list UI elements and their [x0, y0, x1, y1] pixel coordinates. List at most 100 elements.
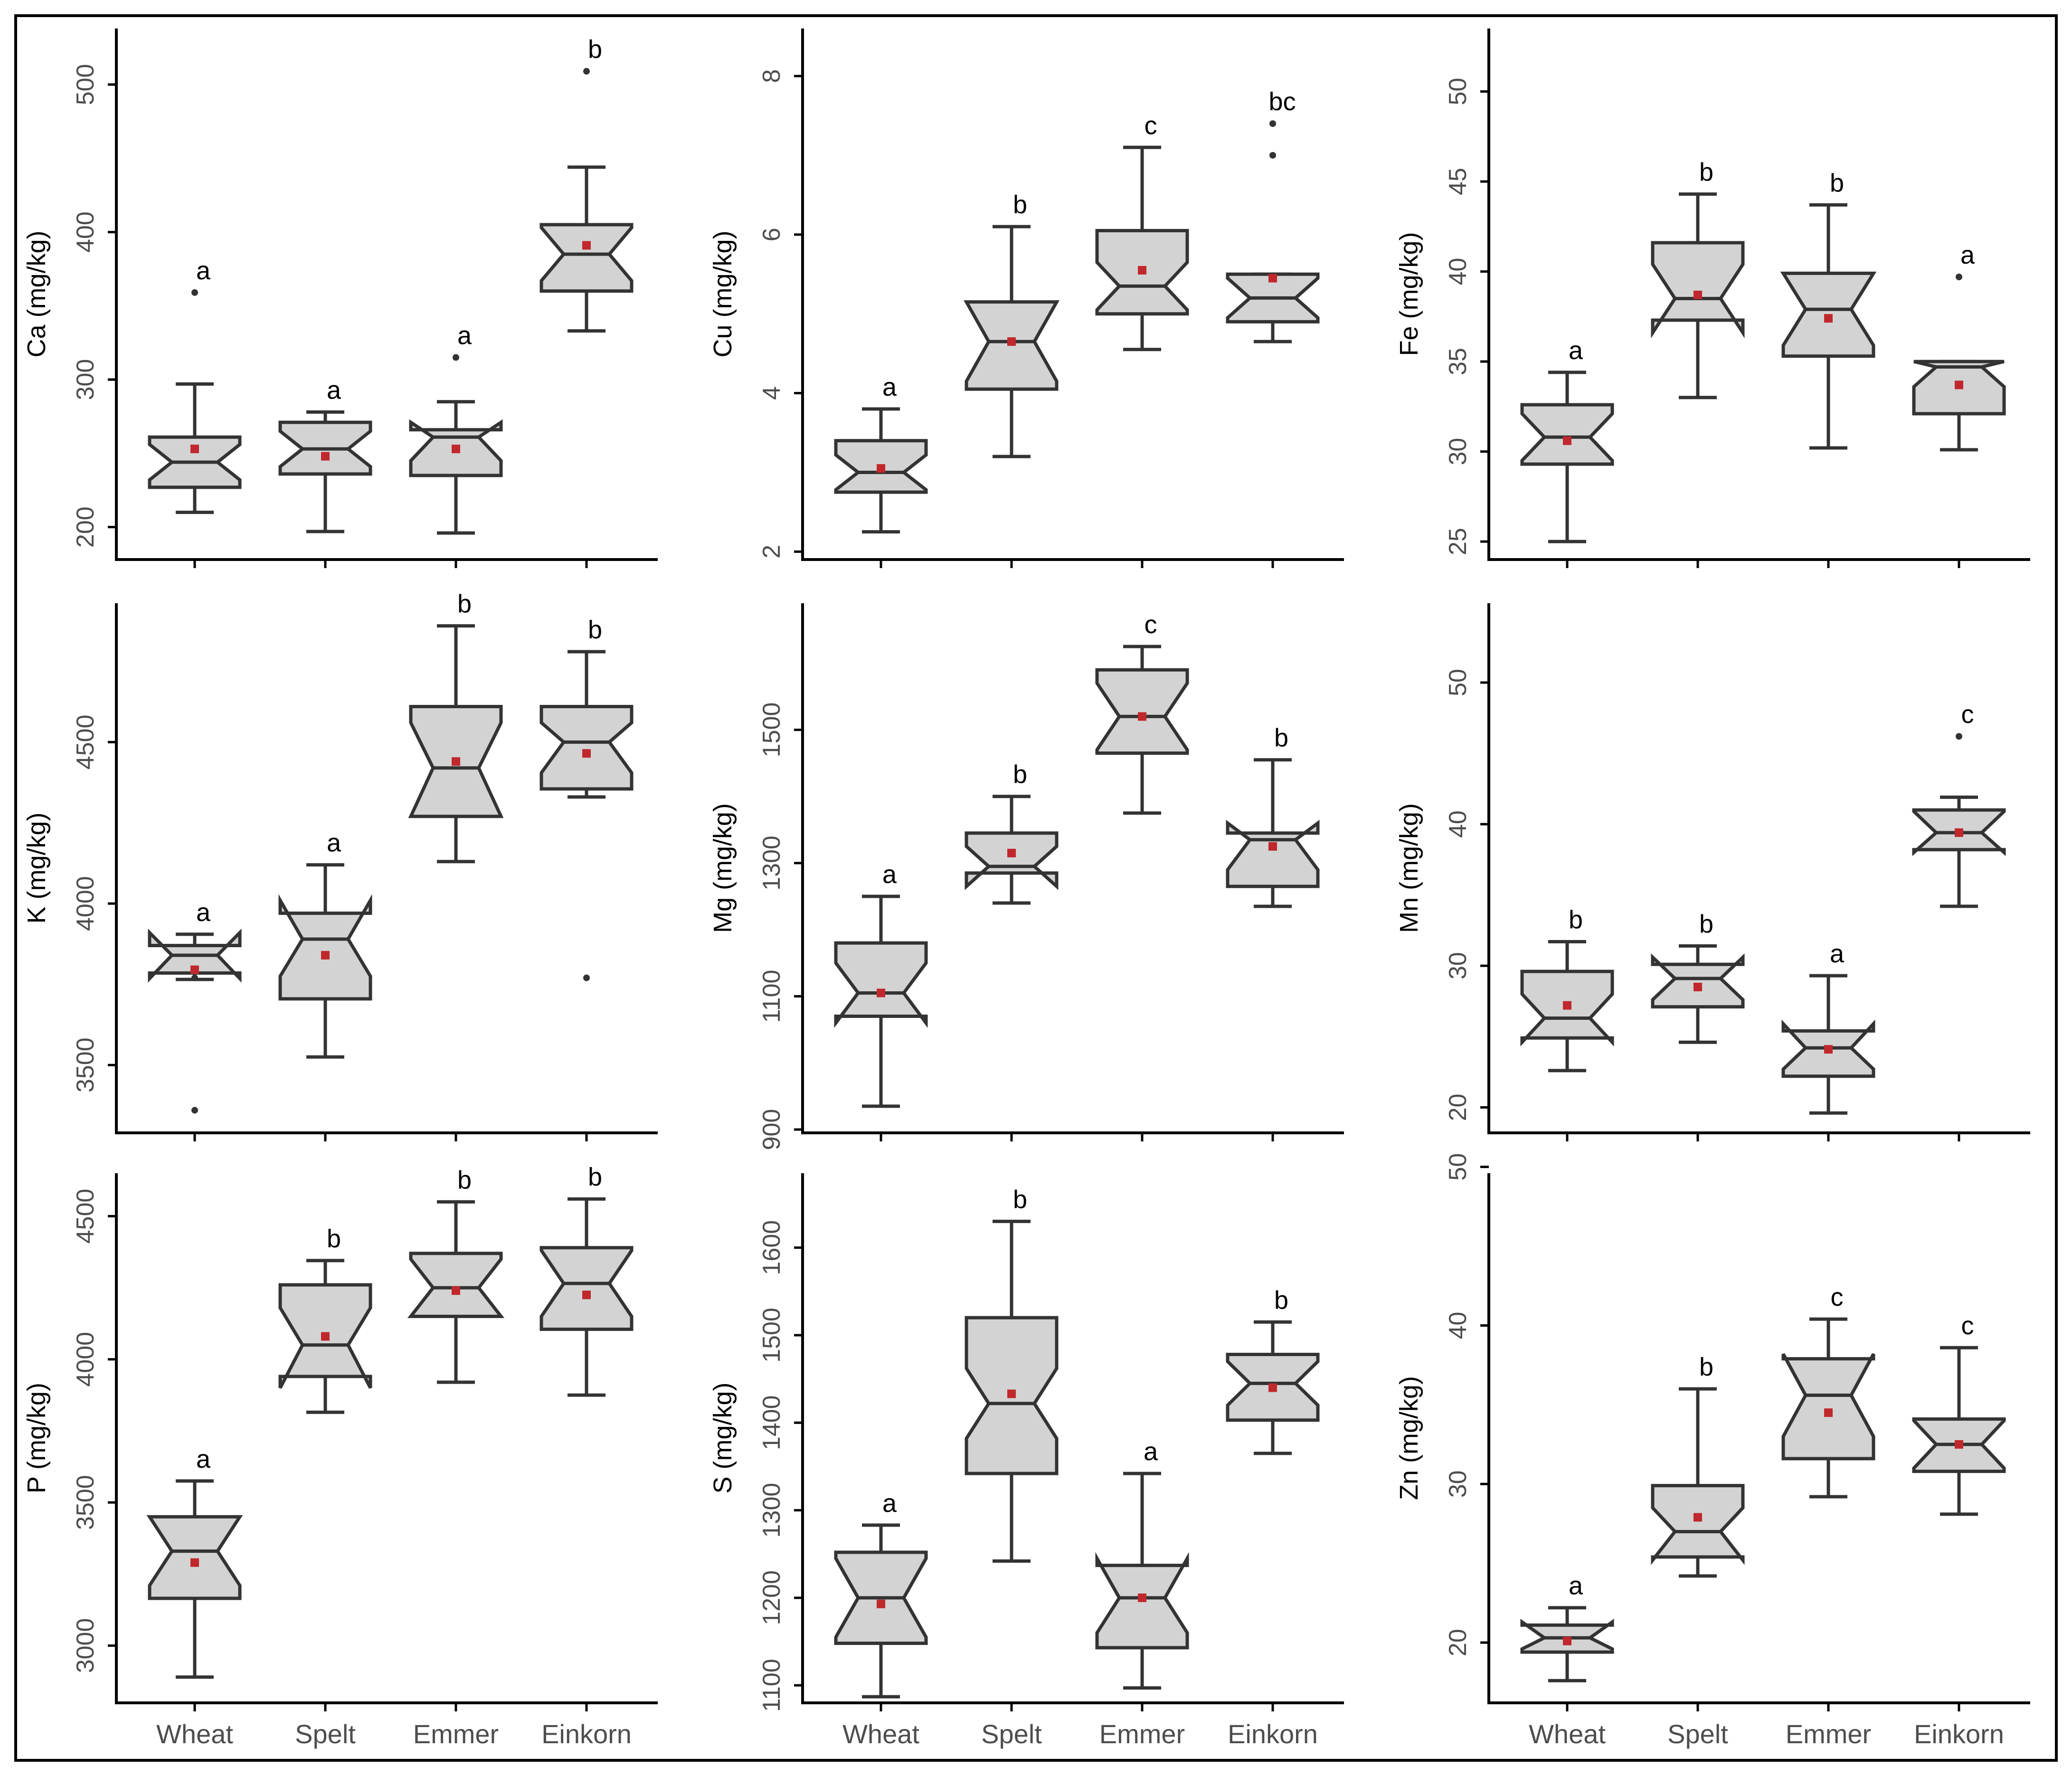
- mean-marker: [321, 452, 330, 461]
- significance-letter: b: [1013, 190, 1027, 219]
- box-body: [541, 225, 632, 291]
- significance-letter: b: [1699, 1353, 1713, 1381]
- significance-letter: b: [588, 616, 602, 644]
- y-tick-label: 30: [1444, 952, 1472, 979]
- y-tick-label: 4500: [72, 715, 99, 770]
- significance-letter: a: [327, 829, 341, 857]
- mean-marker: [1824, 1045, 1833, 1054]
- x-tick-label: Wheat: [1529, 1719, 1606, 1749]
- box-body: [1653, 243, 1743, 332]
- y-tick-label: 30: [1444, 438, 1472, 465]
- panel-mg: 900110013001500Mg (mg/kg) abcb: [709, 603, 1344, 1150]
- box-wheat: a: [1522, 1572, 1612, 1681]
- outlier-point: [1956, 274, 1962, 280]
- box-einkorn: b: [1228, 1286, 1318, 1453]
- significance-letter: b: [1013, 1185, 1027, 1214]
- significance-letter: b: [1274, 724, 1288, 752]
- panel-p: 3000 3500 4000 4500 P (mg/kg) Wheat Spelt Emmer…: [22, 1163, 658, 1749]
- x-tick-label: Emmer: [1099, 1719, 1185, 1749]
- significance-letter: b: [1699, 158, 1713, 187]
- significance-letter: a: [1569, 1572, 1583, 1600]
- significance-letter: bc: [1268, 87, 1296, 116]
- box-body: [411, 1254, 501, 1317]
- significance-letter: a: [882, 373, 897, 401]
- x-tick-label: Spelt: [295, 1719, 356, 1749]
- y-tick-label: 1300: [758, 1483, 785, 1538]
- panel-s: 1100 1200 1300 1400 1500 1600 S (mg/kg) Wheat Sp…: [709, 1173, 1344, 1749]
- y-tick-label: 4500: [72, 1189, 99, 1244]
- mean-marker: [1007, 1389, 1016, 1398]
- x-tick-label: Emmer: [1786, 1719, 1871, 1749]
- y-axis-label: Cu (mg/kg): [709, 230, 737, 357]
- significance-letter: c: [1961, 700, 1974, 729]
- y-tick-label: 1100: [758, 970, 785, 1023]
- significance-letter: a: [196, 898, 211, 927]
- significance-letter: a: [882, 860, 897, 889]
- box-spelt: a: [280, 376, 370, 532]
- box-body: [150, 1517, 240, 1598]
- y-tick-label: 3500: [72, 1475, 99, 1530]
- y-tick-label: 40: [1444, 258, 1472, 285]
- box-einkorn: c: [1914, 700, 2004, 906]
- y-tick-label: 3500: [72, 1037, 99, 1092]
- mean-marker: [1138, 712, 1146, 721]
- box-wheat: a: [1522, 336, 1612, 541]
- mean-marker: [190, 445, 199, 453]
- outlier-point: [583, 68, 590, 75]
- panel-fe: 253035404550Fe (mg/kg) ab ba: [1395, 28, 2030, 568]
- significance-letter: a: [1830, 940, 1845, 968]
- outlier-point: [1269, 120, 1276, 127]
- x-tick-label: Spelt: [981, 1719, 1042, 1749]
- y-axis-label: Mn (mg/kg): [1395, 803, 1423, 933]
- significance-letter: a: [327, 376, 341, 404]
- significance-letter: c: [1961, 1311, 1974, 1340]
- x-tick-label: Emmer: [413, 1719, 499, 1749]
- box-body: [1097, 670, 1187, 753]
- box-body: [541, 1248, 632, 1330]
- box-emmer: c: [1097, 111, 1187, 350]
- box-einkorn: b: [541, 616, 632, 981]
- mean-marker: [1268, 274, 1277, 283]
- significance-letter: a: [1144, 1437, 1158, 1466]
- y-tick-label: 1600: [758, 1220, 785, 1275]
- box-einkorn: b: [1228, 724, 1318, 907]
- x-tick-label: Wheat: [842, 1719, 919, 1749]
- outlier-point: [1956, 733, 1962, 740]
- y-tick-label: 4000: [72, 876, 99, 931]
- outlier-point: [453, 354, 459, 361]
- box-spelt: b: [1653, 1353, 1743, 1576]
- mean-marker: [1824, 1408, 1833, 1417]
- outlier-point: [191, 975, 198, 981]
- mean-marker: [1694, 1513, 1702, 1521]
- significance-letter: b: [1830, 169, 1844, 197]
- mean-marker: [877, 1600, 885, 1608]
- y-axis-label: S (mg/kg): [709, 1382, 737, 1493]
- y-axis-label: Ca (mg/kg): [22, 230, 51, 357]
- mean-marker: [1563, 437, 1571, 445]
- box-wheat: a: [150, 256, 240, 513]
- y-tick-label: 8: [758, 69, 785, 83]
- mean-marker: [1138, 266, 1146, 275]
- box-einkorn: a: [1914, 241, 2004, 450]
- y-axis-label: Fe (mg/kg): [1395, 232, 1423, 356]
- box-emmer: b: [411, 1166, 501, 1382]
- significance-letter: a: [1569, 336, 1583, 365]
- significance-letter: b: [457, 1166, 472, 1194]
- mean-marker: [321, 951, 330, 959]
- y-tick-label: 200: [72, 506, 99, 548]
- y-tick-label: 400: [72, 211, 99, 253]
- box-einkorn: b: [541, 35, 632, 331]
- panel-ca: 200 300 400 500 Ca (mg/kg) a a a b: [22, 28, 658, 568]
- mean-marker: [1694, 291, 1702, 299]
- box-spelt: b: [1653, 158, 1743, 398]
- mean-marker: [1007, 849, 1016, 857]
- significance-letter: a: [196, 256, 211, 285]
- mean-marker: [582, 1291, 591, 1299]
- y-tick-label: 4000: [72, 1332, 99, 1387]
- box-spelt: b: [280, 1225, 370, 1412]
- mean-marker: [1955, 1440, 1963, 1449]
- box-body: [1522, 405, 1612, 464]
- x-tick-label: Einkorn: [1914, 1719, 2004, 1749]
- box-emmer: b: [411, 590, 501, 862]
